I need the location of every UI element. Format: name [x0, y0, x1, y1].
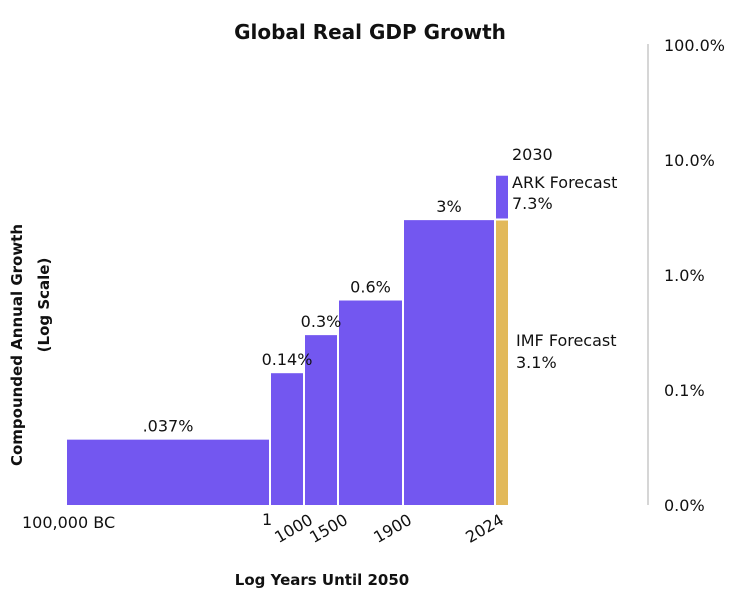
- y-axis-title-line1: Compounded Annual Growth: [8, 224, 26, 466]
- imf-forecast-label: IMF Forecast: [516, 331, 617, 350]
- x-tick-label: 100,000 BC: [22, 513, 115, 532]
- x-tick-label: 2024: [462, 510, 507, 547]
- data-label: .037%: [143, 417, 194, 436]
- data-label: 0.14%: [262, 350, 313, 369]
- x-tick-label: 1900: [370, 510, 415, 547]
- y-axis-ticks: 100.0% 10.0% 1.0% 0.1% 0.0%: [664, 36, 725, 515]
- data-label: 3%: [436, 197, 461, 216]
- x-axis-ticks: 100,000 BC 1 1000 1500 1900 2024: [22, 510, 507, 547]
- x-axis-title: Log Years Until 2050: [235, 571, 409, 589]
- imf-forecast-bar: [496, 220, 508, 505]
- ark-forecast-bar: [496, 175, 508, 219]
- bar: [305, 335, 337, 505]
- chart-title: Global Real GDP Growth: [234, 20, 506, 44]
- imf-forecast-value: 3.1%: [516, 353, 557, 372]
- ark-forecast-value: 7.3%: [512, 194, 553, 213]
- y-tick-label: 100.0%: [664, 36, 725, 55]
- forecast-annotations: 2030 ARK Forecast 7.3% IMF Forecast 3.1%: [512, 145, 617, 372]
- y-tick-label: 0.0%: [664, 496, 705, 515]
- ark-forecast-label: ARK Forecast: [512, 173, 617, 192]
- y-tick-label: 10.0%: [664, 151, 715, 170]
- bar: [271, 373, 303, 505]
- bars: [67, 175, 508, 506]
- y-tick-label: 1.0%: [664, 266, 705, 285]
- y-axis-title-line2: (Log Scale): [35, 258, 53, 353]
- x-tick-label: 1500: [306, 510, 351, 547]
- data-labels: .037% 0.14% 0.3% 0.6% 3%: [143, 197, 462, 436]
- data-label: 0.6%: [350, 278, 391, 297]
- bar: [339, 300, 402, 505]
- x-tick-label: 1: [262, 510, 272, 529]
- data-label: 0.3%: [301, 312, 342, 331]
- bar: [67, 439, 269, 505]
- bar: [404, 220, 494, 506]
- ark-year-label: 2030: [512, 145, 553, 164]
- y-tick-label: 0.1%: [664, 381, 705, 400]
